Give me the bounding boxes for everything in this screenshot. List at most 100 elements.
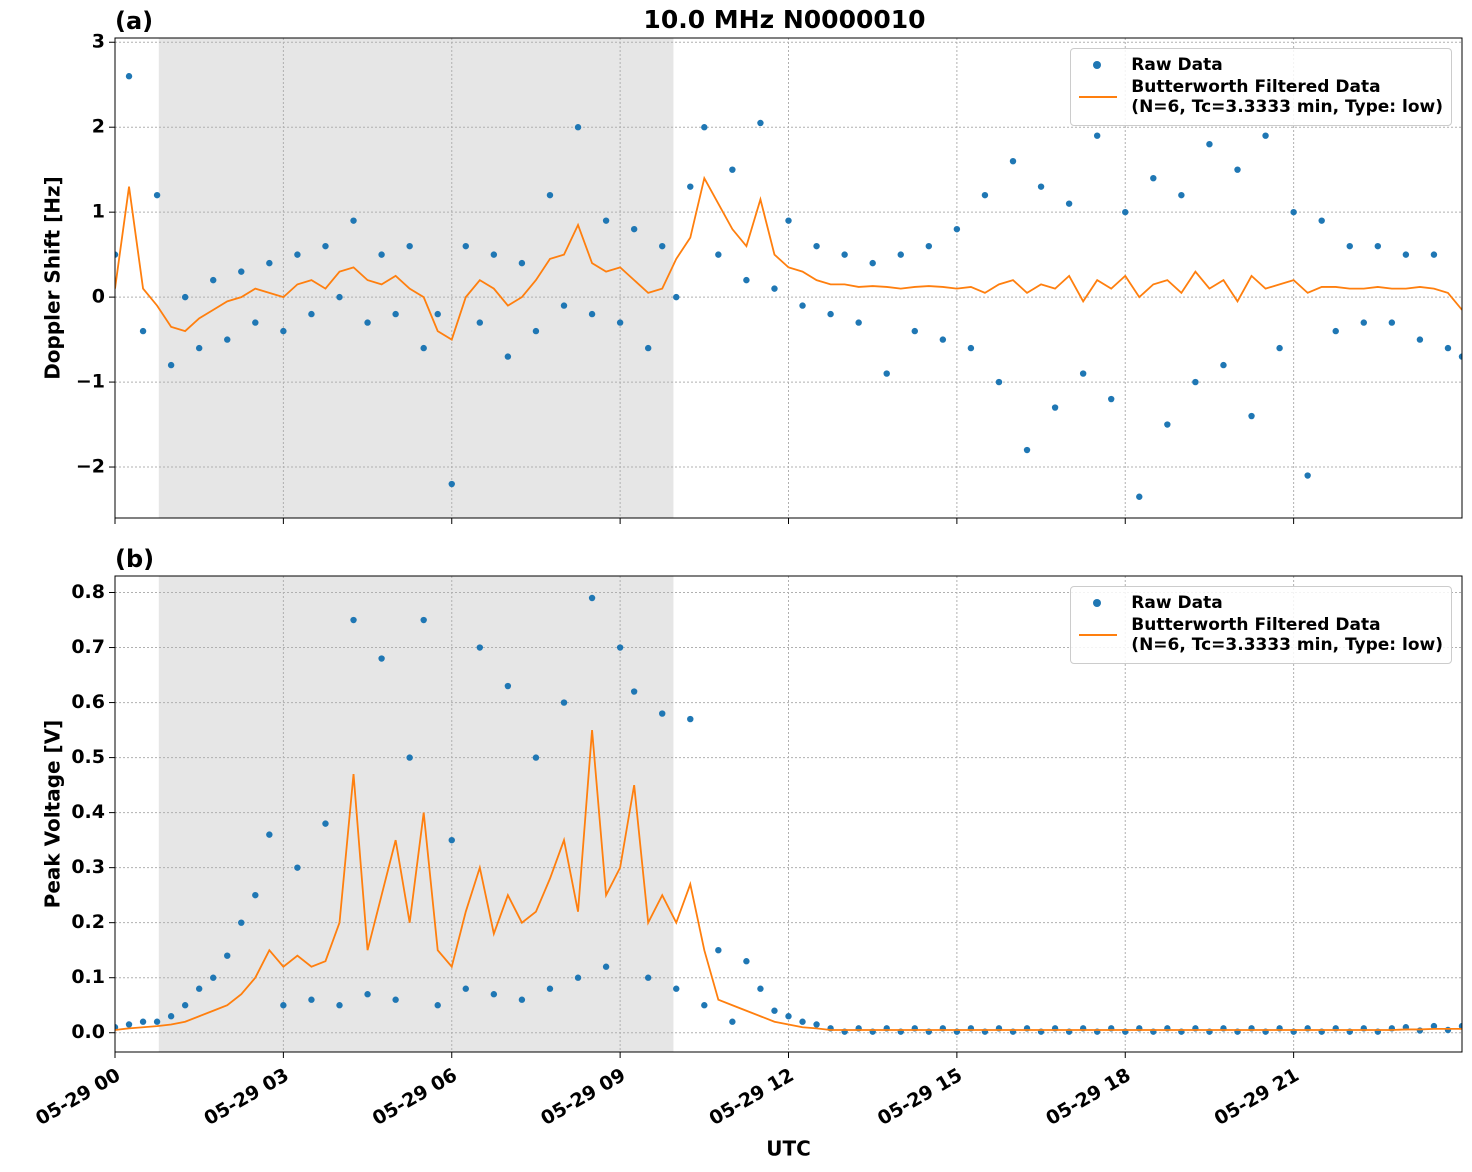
raw-point <box>1374 242 1382 250</box>
raw-point <box>813 1021 820 1028</box>
raw-point <box>1304 472 1311 479</box>
x-tick-label: 05-29 06 <box>369 1064 461 1130</box>
raw-point <box>743 958 750 965</box>
panel-label: (a) <box>115 7 153 35</box>
x-tick-label: 05-29 09 <box>537 1064 629 1130</box>
raw-point <box>125 73 133 80</box>
y-tick-label: 0.3 <box>71 856 105 878</box>
raw-point <box>1262 132 1269 139</box>
raw-point <box>532 327 540 335</box>
x-tick-label: 05-29 15 <box>874 1064 966 1130</box>
raw-point <box>659 242 666 250</box>
raw-point <box>827 310 834 318</box>
raw-point <box>195 985 203 992</box>
raw-point <box>504 353 512 360</box>
raw-point <box>1093 132 1101 139</box>
y-tick-label: 0.7 <box>71 636 105 658</box>
raw-point <box>350 616 357 624</box>
raw-point <box>1122 208 1129 216</box>
raw-point <box>252 891 259 899</box>
raw-point <box>238 919 245 926</box>
raw-point <box>238 268 245 275</box>
raw-point <box>785 1013 792 1020</box>
raw-point <box>897 251 904 258</box>
raw-point <box>1023 446 1031 454</box>
raw-point <box>813 242 820 250</box>
raw-point <box>1220 361 1227 369</box>
raw-point <box>308 310 315 318</box>
legend-key <box>1079 593 1119 613</box>
raw-point <box>673 293 680 301</box>
raw-point <box>1108 395 1115 403</box>
legend-entry: Butterworth Filtered Data (N=6, Tc=3.333… <box>1079 77 1443 117</box>
raw-point <box>434 310 441 318</box>
raw-point <box>308 996 315 1003</box>
raw-point <box>616 644 624 651</box>
x-tick-label: 05-29 18 <box>1042 1064 1134 1130</box>
raw-point <box>336 1002 343 1009</box>
raw-point <box>181 293 189 301</box>
raw-point <box>1332 327 1339 335</box>
x-tick-label: 05-29 03 <box>200 1064 292 1130</box>
raw-point <box>252 319 259 326</box>
x-tick-label: 05-29 21 <box>1211 1064 1303 1130</box>
raw-point <box>266 259 273 267</box>
raw-point <box>630 225 638 233</box>
raw-point <box>1206 140 1213 148</box>
raw-point <box>560 699 568 706</box>
raw-point <box>925 242 933 250</box>
raw-point <box>602 217 610 224</box>
raw-point <box>1276 344 1283 352</box>
raw-point <box>869 259 876 267</box>
legend-marker <box>1093 61 1102 69</box>
raw-point <box>532 754 540 761</box>
raw-point <box>644 974 652 981</box>
raw-point <box>1065 200 1073 207</box>
y-tick-label: 0.0 <box>71 1021 105 1043</box>
raw-point <box>715 946 722 954</box>
y-tick-label: 0.5 <box>71 746 105 768</box>
raw-point <box>799 1018 806 1025</box>
raw-point <box>1290 208 1297 216</box>
raw-point <box>883 370 890 377</box>
y-tick-label: 3 <box>92 31 105 53</box>
plot-area <box>115 73 1462 500</box>
raw-point <box>364 991 371 998</box>
legend-label: Raw Data <box>1131 55 1223 75</box>
y-tick-label: −1 <box>76 371 105 393</box>
raw-point <box>1192 378 1199 386</box>
raw-point <box>1318 217 1325 224</box>
raw-point <box>378 251 385 258</box>
filtered-line <box>115 175 1462 341</box>
raw-point <box>1444 344 1452 352</box>
raw-point <box>1416 336 1424 343</box>
legend-line <box>1079 634 1118 636</box>
raw-point <box>1430 1022 1438 1030</box>
raw-point <box>729 1018 736 1025</box>
legend-entry: Raw Data <box>1079 593 1443 613</box>
raw-point <box>630 688 638 695</box>
raw-point <box>420 616 427 624</box>
raw-point <box>392 310 399 318</box>
raw-point <box>115 251 119 258</box>
shaded-span <box>158 576 674 1052</box>
shaded-span <box>158 38 674 518</box>
raw-point <box>715 251 722 258</box>
legend-label: Butterworth Filtered Data (N=6, Tc=3.333… <box>1131 77 1443 117</box>
raw-point <box>378 655 385 662</box>
raw-point <box>336 293 343 301</box>
raw-point <box>420 344 427 352</box>
raw-point <box>181 1002 189 1009</box>
raw-point <box>574 124 582 131</box>
axes-frame <box>114 37 1463 519</box>
raw-point <box>771 1007 778 1014</box>
raw-point <box>602 963 610 970</box>
raw-point <box>644 344 652 352</box>
raw-point <box>210 276 217 284</box>
raw-point <box>1164 421 1171 428</box>
legend-entry: Butterworth Filtered Data (N=6, Tc=3.333… <box>1079 615 1443 655</box>
legend-line <box>1079 96 1118 98</box>
y-tick-label: 2 <box>92 116 105 138</box>
raw-point <box>757 985 764 992</box>
legend-key <box>1079 55 1119 75</box>
